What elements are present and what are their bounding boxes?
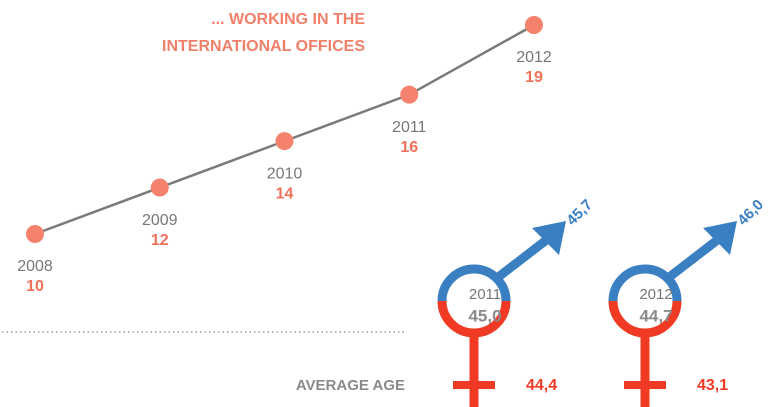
male-label: 46,0	[734, 196, 767, 229]
value-label: 16	[400, 139, 418, 156]
chart-title: INTERNATIONAL OFFICES	[162, 38, 365, 55]
marker	[275, 132, 294, 151]
circle-bottom	[608, 300, 682, 338]
line	[34, 23, 535, 236]
year-label: 2008	[17, 258, 53, 275]
year-label: 2011	[392, 119, 427, 136]
marker	[400, 85, 419, 104]
year-label: 2010	[267, 165, 303, 182]
value-label: 10	[26, 278, 44, 295]
average-label: 44,7	[639, 306, 672, 325]
year-label: 2011	[469, 286, 501, 303]
male-arrowhead	[703, 221, 737, 255]
year-label: 2009	[142, 212, 178, 229]
female-label: 44,4	[526, 377, 557, 394]
male-arrowhead	[532, 221, 566, 255]
marker	[525, 16, 543, 34]
male-arrow	[493, 234, 552, 282]
year-label: 2012	[639, 286, 672, 303]
chart-title: ... WORKING IN THE	[211, 11, 365, 28]
circle-bottom	[437, 300, 511, 338]
marker	[26, 225, 44, 243]
marker	[150, 178, 169, 197]
average-label: 45,0	[468, 306, 501, 325]
circle-top	[437, 264, 511, 302]
female-label: 43,1	[697, 377, 728, 394]
value-label: 14	[276, 185, 294, 202]
circle-top	[608, 264, 682, 302]
male-label: 45,7	[563, 196, 596, 229]
value-label: 19	[525, 69, 543, 86]
male-arrow	[664, 234, 723, 282]
value-label: 12	[151, 232, 169, 249]
section-label: AVERAGE AGE	[296, 377, 405, 394]
year-label: 2012	[516, 49, 552, 66]
